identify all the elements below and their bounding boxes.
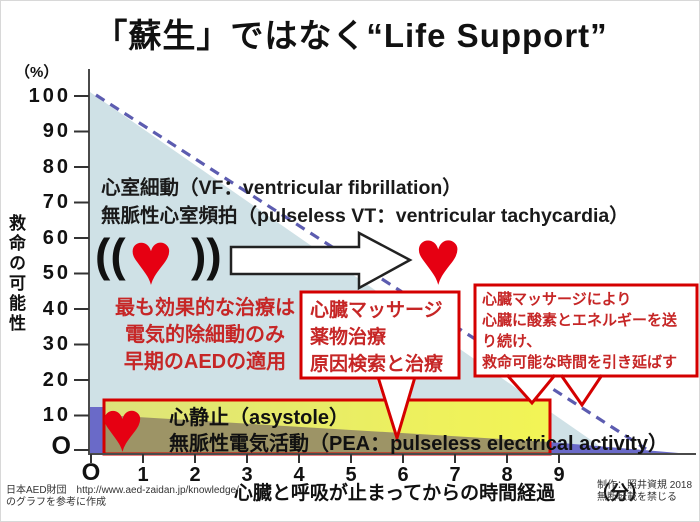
source-credit-line1: 日本AED財団 http://www.aed-zaidan.jp/knowled… [6,485,239,496]
x-tick-label: 4 [293,464,305,486]
right-callout-line: 心臓に酸素とエネルギーを送 [482,312,678,329]
right-callout-text: 心臓マッサージにより 心臓に酸素とエネルギーを送 り続け、 救命可能な時間を引き… [482,289,677,373]
y-tick-label: 70 [42,191,71,213]
asystole-label-line1: 心静止（asystole） [169,407,350,429]
source-credit-line2: のグラフを参考に作成 [6,497,106,508]
y-tick-label: 60 [42,227,71,249]
x-tick-label: 8 [501,464,513,486]
x-axis-title-label: 心臓と呼吸が止まってからの時間経過 [233,483,556,504]
right-callout-line: 救命可能な時間を引き延ばす [482,354,678,371]
center-callout-box [299,290,461,380]
asystole-label-line2: 無脈性電気活動（PEA：pulseless electrical activit… [169,433,669,455]
center-callout-text: 心臓マッサージ 薬物治療 原因検索と治療 [310,297,443,378]
x-tick-label: 9 [553,464,565,486]
treated-heart-icon: ♥ [415,213,462,301]
axes-lines [88,69,696,455]
aed-text-block: 最も効果的な治療は 電気的除細動のみ 早期のAEDの適用 [107,295,303,376]
pea-area-right-wedge [550,442,690,454]
y-tick-label: 100 [28,85,71,107]
y-tick-label: 50 [42,262,71,284]
right-callout-line: 心臓マッサージにより [482,291,632,308]
y-tick-label: 30 [42,333,71,355]
y-tick-label: 20 [42,369,71,391]
right-callout-box [473,283,699,378]
x-tick-label: 6 [397,464,409,486]
center-callout-line: 心臓マッサージ [310,300,443,321]
slide-title: 「蘇生」ではなく“Life Support” [94,17,608,54]
x-tick-label: 5 [345,464,357,486]
y-axis-unit: （%） [15,64,59,81]
author-credit-line2: 無断転載を禁じる [597,492,677,503]
y-tick-label: 80 [42,156,71,178]
author-credit-line1: 制作：照井資規 2018 [597,480,693,491]
aed-text-line: 早期のAEDの適用 [123,351,287,373]
y-axis-title: 救命の可能性 [6,214,25,334]
author-credit: 制作：照井資規 2018 無断転載を禁じる [597,480,692,504]
y-tick-label-zero: O [51,432,71,460]
center-callout-line: 薬物治療 [310,327,387,348]
center-callout-tail-stroke [376,376,417,444]
y-tick-marks [74,95,89,451]
y-tick-label: 90 [42,120,71,142]
vf-label-line2: 無脈性心室頻拍（pulseless VT：ventricular tachyca… [101,205,629,227]
vf-label-line1: 心室細動（VF：ventricular fibrillation） [101,177,462,199]
right-callout-tail-a [505,371,557,403]
olive-overlap-wedge [104,415,550,454]
x-axis-title: 心臓と呼吸が止まってからの時間経過 （分） [221,478,661,505]
x-tick-marks [90,454,560,463]
x-tick-label: 2 [189,464,201,486]
vibration-right-paren-icon: )) [191,229,222,281]
center-callout-tail [375,375,417,438]
x-tick-label: 1 [137,464,149,486]
x-tick-label-zero: O [81,459,101,486]
right-callout-tail-b-stroke [559,374,604,408]
y-tick-label: 10 [42,404,71,426]
pea-area-left-strip [89,407,104,454]
right-callout-tail-a-stroke [505,374,557,406]
right-callout-tail-b [559,371,604,405]
fibrillating-heart-icon: ♥ [129,217,173,300]
asystole-heart-icon: ♥ [101,387,144,467]
y-tick-label: 40 [42,298,71,320]
aed-text-line: 電気的除細動のみ [125,324,285,346]
x-axis-unit: （分） [591,483,649,504]
vibration-left-paren-icon: (( [95,229,126,281]
x-tick-label: 7 [449,464,461,486]
aed-text-line: 最も効果的な治療は [115,297,295,319]
center-callout-line: 原因検索と治療 [310,354,444,375]
right-arrow-icon [229,230,413,291]
source-credit: 日本AED財団 http://www.aed-zaidan.jp/knowled… [6,485,239,509]
x-tick-label: 3 [241,464,253,486]
right-callout-line: り続け、 [482,333,542,350]
